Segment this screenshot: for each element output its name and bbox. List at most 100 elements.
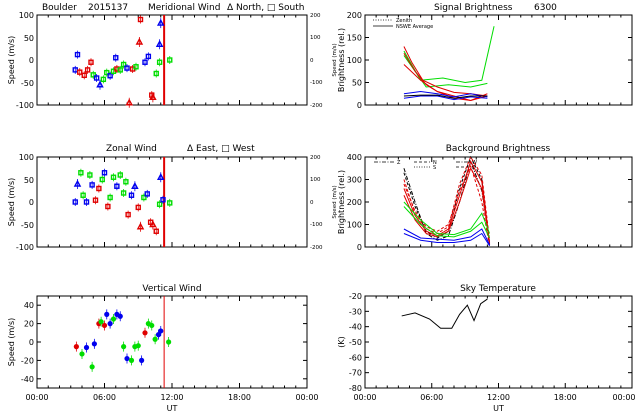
series-line <box>403 232 491 247</box>
series-line <box>403 164 491 248</box>
x-ticks <box>36 157 308 247</box>
series-line <box>403 201 491 236</box>
legend-label: N <box>433 160 437 166</box>
data-series <box>401 298 488 329</box>
y-tick-label: 50 <box>24 34 34 43</box>
y-tick-label: -50 <box>349 338 362 347</box>
series-line <box>403 46 488 97</box>
data-series <box>403 155 491 248</box>
panel-title-legend: Δ North, □ South <box>227 3 304 13</box>
series-line <box>403 167 491 244</box>
plot-frame <box>36 295 308 389</box>
y-tick-label: -40 <box>21 375 34 384</box>
y-tick-label: 0 <box>29 338 34 347</box>
y-tick-label-right: 100 <box>310 177 321 183</box>
x-tick-label: 12:00 <box>160 393 183 402</box>
y-tick-label: -70 <box>349 369 362 378</box>
y-tick-label: 100 <box>347 221 362 230</box>
legend: Z N S E W <box>374 160 477 171</box>
x-ticks <box>364 296 633 388</box>
y-tick-label: 400 <box>347 153 362 162</box>
panel-title-main: Vertical Wind <box>142 284 201 294</box>
panel-title-main: Signal Brightness <box>434 3 513 13</box>
x-tick-label: 18:00 <box>554 393 577 402</box>
y-axis-label: Speed (m/s) <box>7 178 16 227</box>
panel-title-wavelength: 6300 <box>534 3 557 13</box>
series-line <box>403 160 491 243</box>
x-tick-label: 00:00 <box>353 393 376 402</box>
y-axis-label: Brightness (rel.) <box>337 170 346 234</box>
panel-meridional-wind: Boulder 2015137 Meridional Wind Δ North,… <box>7 3 338 110</box>
panel-title-main: Zonal Wind <box>106 144 157 154</box>
y-tick-label: 200 <box>347 198 362 207</box>
y-axis-label: Speed (m/s) <box>7 318 16 367</box>
y-tick-label: -40 <box>349 323 362 332</box>
y-tick-label: -80 <box>349 384 362 393</box>
panel-title-station: Boulder <box>42 3 77 13</box>
y-tick-label-right: 100 <box>310 35 321 41</box>
x-ticks <box>36 15 308 105</box>
y-tick-label: -20 <box>21 356 34 365</box>
x-tick-label: 18:00 <box>228 393 251 402</box>
y-tick-label-right: -200 <box>310 103 323 109</box>
y-axis-label: Speed (m/s) <box>7 36 16 85</box>
panel-title-main: Sky Temperature <box>460 284 536 294</box>
x-axis-label: UT <box>493 404 504 413</box>
y-tick-label: 0 <box>29 56 34 65</box>
series-line <box>403 55 488 88</box>
y-ticks: 0 100 200 300 400 <box>347 153 632 252</box>
y-tick-label: -50 <box>21 221 34 230</box>
x-ticks <box>36 296 308 388</box>
data-points <box>72 157 173 247</box>
panel-signal-brightness: Signal Brightness 6300 Brightness (rel.)… <box>337 3 633 110</box>
legend: Zenith NSWE Average <box>373 18 433 30</box>
x-axis-label: UT <box>167 404 178 413</box>
y-tick-label: 150 <box>347 34 362 43</box>
y-ticks: -40 -20 0 20 40 <box>21 301 307 384</box>
data-points <box>73 296 172 388</box>
y-tick-label-right: 0 <box>310 58 314 64</box>
plot-frame <box>364 295 633 389</box>
legend-label: NSWE Average <box>396 24 433 30</box>
x-ticks <box>364 15 633 105</box>
y-axis-label-right: Speed (m/s) <box>332 43 338 76</box>
y-tick-label: 40 <box>24 301 34 310</box>
series-line <box>401 298 488 329</box>
series-line <box>403 228 491 245</box>
x-tick-label: 00:00 <box>25 393 48 402</box>
y-tick-label-right: 0 <box>310 200 314 206</box>
data-points <box>72 15 173 108</box>
panel-title-main: Meridional Wind <box>148 3 220 13</box>
y-ticks: -80 -70 -60 -50 -40 -30 -20 <box>349 292 632 393</box>
series-line <box>403 90 488 98</box>
panel-background-brightness: Background Brightness Brightness (rel.) … <box>337 144 633 252</box>
x-tick-label: 06:00 <box>93 393 116 402</box>
y-tick-label: 100 <box>19 153 34 162</box>
data-series <box>403 26 495 102</box>
y-axis-label: (K) <box>337 336 346 348</box>
y-tick-label: 0 <box>29 198 34 207</box>
y-tick-label-right: -100 <box>310 222 323 228</box>
y-tick-label: -50 <box>21 79 34 88</box>
y-tick-label: 50 <box>352 79 362 88</box>
y-tick-label: 200 <box>347 11 362 20</box>
y-ticks: 0 50 100 150 200 <box>347 11 632 110</box>
y-tick-label: -100 <box>16 101 34 110</box>
x-ticks <box>364 157 633 247</box>
series-line <box>403 94 488 99</box>
y-tick-label: 50 <box>24 176 34 185</box>
series-line <box>403 95 488 101</box>
x-tick-label: 00:00 <box>295 393 318 402</box>
y-tick-label-right: -200 <box>310 245 323 251</box>
x-tick-label: 00:00 <box>612 393 635 402</box>
x-tick-label: 06:00 <box>420 393 443 402</box>
panel-title-date: 2015137 <box>88 3 128 13</box>
y-tick-label: -100 <box>16 243 34 252</box>
y-axis-label: Brightness (rel.) <box>337 28 346 92</box>
y-tick-label: -30 <box>349 307 362 316</box>
y-tick-label: 20 <box>24 320 34 329</box>
y-tick-label-right: 200 <box>310 155 321 161</box>
legend-label: S <box>433 165 436 171</box>
panel-sky-temperature: Sky Temperature (K) 00:00 06:00 12:00 18… <box>337 284 636 413</box>
